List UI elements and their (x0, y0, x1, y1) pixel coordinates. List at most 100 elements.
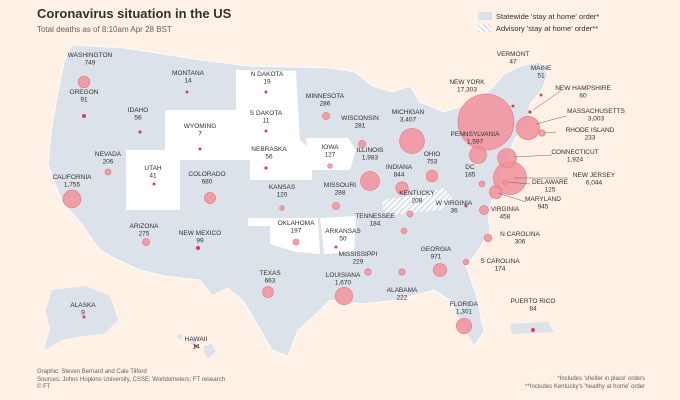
state-name-wi: WISCONSIN (341, 115, 379, 122)
state-deaths-me: 51 (537, 73, 545, 80)
bubble-nc (483, 233, 493, 243)
state-name-wy: WYOMING (184, 123, 217, 130)
state-name-de: DELAWARE (532, 179, 569, 186)
footer-credits: Graphic: Steven Bernard and Cale Tilford… (37, 369, 225, 392)
state-name-ri: RHODE ISLAND (566, 127, 615, 134)
leader-line-nh (532, 89, 563, 111)
bubble-or (81, 113, 87, 119)
state-deaths-al: 222 (397, 295, 408, 302)
puerto-rico-shape (510, 322, 554, 334)
state-name-nc: N CAROLINA (500, 231, 540, 238)
bubble-al (398, 268, 406, 276)
state-name-ut: UTAH (144, 165, 162, 172)
bubble-sc (462, 258, 470, 266)
bubble-wy (198, 147, 202, 151)
state-name-ar: ARKANSAS (325, 228, 361, 235)
bubble-az (142, 238, 150, 246)
state-name-ne: NEBRASKA (251, 146, 287, 153)
bubble-ri (538, 129, 546, 137)
state-deaths-tn: 184 (370, 221, 381, 228)
bubble-nh (528, 110, 532, 114)
bubble-ia (327, 163, 333, 169)
state-deaths-sc: 174 (495, 266, 506, 273)
state-deaths-nj: 6,044 (586, 180, 603, 187)
state-shape-ky (382, 188, 452, 214)
state-name-md: MARYLAND (525, 196, 561, 203)
state-name-ma: MASSACHUSETTS (567, 108, 625, 115)
leader-line-de (507, 181, 531, 185)
state-deaths-tx: 663 (265, 278, 276, 285)
state-shape-ia (306, 138, 356, 170)
state-name-ct: CONNECTICUT (551, 149, 598, 156)
state-name-dc: DC (465, 164, 475, 171)
bubble-ar (334, 245, 338, 249)
legend-statewide: Statewide 'stay at home' order* (478, 10, 599, 22)
state-name-il: ILLINOIS (357, 147, 384, 154)
legend-statewide-label: Statewide 'stay at home' order* (496, 11, 600, 21)
state-name-ms: MISSISSIPPI (339, 251, 378, 258)
state-shape-ut (126, 150, 180, 210)
state-name-nm: NEW MEXICO (179, 230, 222, 237)
state-deaths-az: 275 (139, 231, 150, 238)
state-deaths-ak: 9 (81, 310, 85, 317)
state-deaths-nd: 19 (263, 79, 271, 86)
bubble-nd (264, 90, 268, 94)
footnotes: *Includes 'shelter in place' orders **In… (525, 376, 645, 391)
state-deaths-ca: 1,755 (64, 182, 81, 189)
state-deaths-mi: 3,407 (400, 117, 417, 124)
bubble-pr (531, 328, 535, 332)
state-name-ok: OKLAHOMA (278, 220, 316, 227)
hawaii-shape (176, 334, 216, 358)
legend: Statewide 'stay at home' order* Advisory… (478, 10, 599, 34)
state-deaths-fl: 1,301 (456, 309, 473, 316)
leader-line-ct (513, 154, 553, 158)
bubble-mi (399, 128, 425, 154)
state-name-sd: S DAKOTA (250, 110, 283, 117)
state-name-tx: TEXAS (259, 270, 281, 277)
state-deaths-ks: 120 (277, 192, 288, 199)
state-name-ak: ALASKA (70, 302, 96, 309)
bubble-in (395, 181, 409, 195)
footnote-2: **Includes Kentucky's 'healthy at home' … (525, 383, 645, 390)
state-shape-nd (236, 70, 298, 108)
state-name-va: VIRGINIA (491, 206, 520, 213)
state-deaths-il: 1,983 (362, 155, 379, 162)
bubble-tx (262, 286, 274, 298)
state-shape-ok (248, 218, 320, 254)
bubble-wi (358, 140, 366, 148)
state-deaths-or: 91 (80, 97, 88, 104)
state-name-ca: CALIFORNIA (52, 174, 92, 181)
state-deaths-mo: 288 (335, 190, 346, 197)
state-name-nd: N DAKOTA (251, 71, 284, 78)
state-name-mt: MONTANA (172, 70, 205, 77)
leader-line-ri (544, 131, 557, 134)
bubble-wa (77, 75, 91, 89)
state-deaths-va: 458 (500, 214, 511, 221)
legend-advisory: Advisory 'stay at home' order** (478, 22, 599, 34)
state-name-fl: FLORIDA (450, 301, 479, 308)
alaska-shape (44, 286, 118, 350)
bubble-ky (406, 210, 414, 218)
state-deaths-nh: 60 (579, 93, 587, 100)
state-name-nv: NEVADA (95, 151, 122, 158)
state-deaths-ma: 3,003 (588, 116, 605, 123)
legend-statewide-swatch (478, 12, 492, 20)
state-deaths-de: 125 (545, 187, 556, 194)
state-name-tn: TENNESSEE (355, 213, 395, 220)
state-deaths-wv: 36 (450, 208, 458, 215)
bubble-sd (264, 129, 268, 133)
state-name-nh: NEW HAMPSHIRE (555, 85, 611, 92)
state-name-al: ALABAMA (387, 287, 418, 294)
state-name-ga: GEORGIA (421, 246, 452, 253)
bubble-dc (478, 180, 486, 188)
state-name-az: ARIZONA (130, 223, 160, 230)
state-deaths-ri: 233 (585, 135, 596, 142)
bubble-ak (82, 315, 86, 319)
state-shape-wy (165, 110, 236, 160)
bubble-ut (152, 182, 156, 186)
bubble-wv (464, 204, 468, 208)
state-deaths-ar: 50 (339, 236, 347, 243)
state-name-or: OREGON (70, 89, 99, 96)
state-deaths-dc: 185 (465, 172, 476, 179)
